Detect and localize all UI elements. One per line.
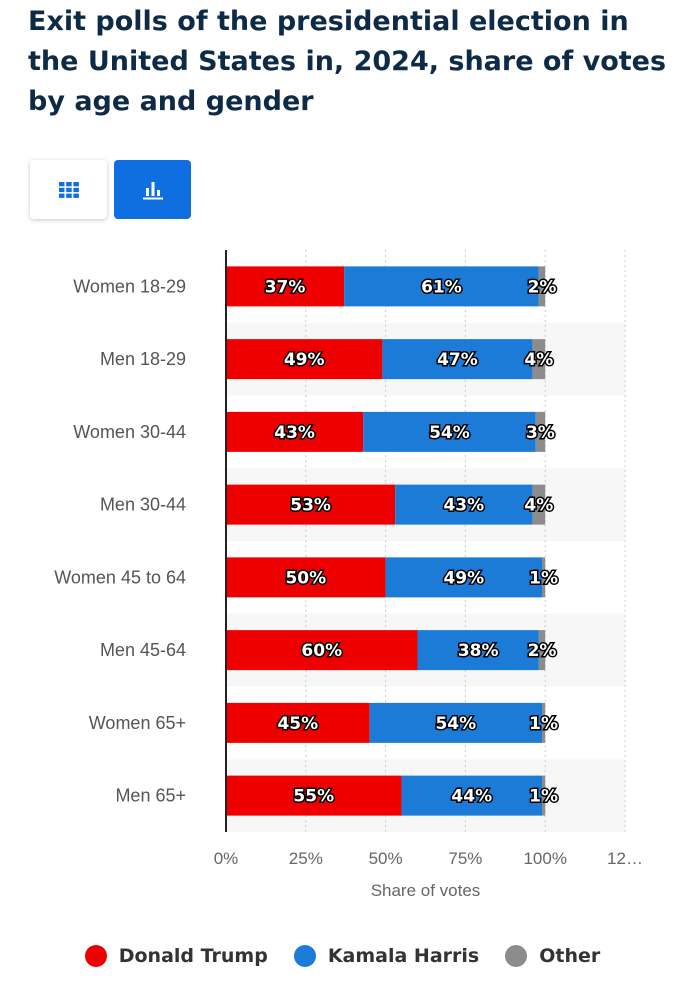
x-tick-label: 50% [369, 849, 403, 868]
data-label-harris: 38% [458, 641, 499, 661]
legend-swatch-trump [84, 945, 107, 967]
bar-harris [382, 339, 533, 380]
data-label-trump: 37% [265, 277, 306, 297]
bar-other [542, 702, 546, 743]
legend-label-trump: Donald Trump [118, 945, 268, 967]
data-label-other: 2% [528, 277, 557, 297]
data-label-harris: 54% [435, 714, 476, 734]
category-label: Men 45-64 [100, 640, 186, 660]
category-label: Women 18-29 [73, 276, 186, 296]
data-label-trump: 60% [301, 641, 342, 661]
bar-chart-icon [142, 181, 163, 199]
bar-other [538, 630, 546, 671]
bar-trump [226, 484, 396, 525]
bar-trump [226, 266, 345, 307]
grid-icon [58, 181, 79, 198]
bar-harris [363, 411, 536, 452]
x-tick-label: 25% [289, 849, 323, 868]
chart-view-button[interactable] [114, 160, 191, 219]
legend-label-other: Other [539, 945, 601, 967]
chart-title: Exit polls of the presidential election … [28, 6, 667, 117]
bar-harris [417, 630, 539, 671]
data-label-other: 3% [526, 423, 555, 443]
legend: Donald Trump Kamala Harris Other [0, 945, 685, 967]
category-label: Women 30-44 [73, 422, 186, 442]
category-label: Women 45 to 64 [54, 567, 186, 587]
bar-other [532, 339, 546, 380]
legend-item-other[interactable]: Other [505, 945, 600, 967]
bar-other [542, 557, 546, 598]
data-label-other: 2% [528, 641, 557, 661]
legend-label-harris: Kamala Harris [327, 945, 480, 967]
bar-trump [226, 702, 370, 743]
bar-harris [395, 484, 533, 525]
data-label-trump: 53% [290, 496, 331, 516]
data-label-other: 1% [529, 787, 558, 807]
bar-trump [226, 630, 418, 671]
x-tick-label: 0% [214, 849, 239, 868]
x-tick-label: 75% [448, 849, 482, 868]
bar-harris [369, 702, 543, 743]
legend-item-harris[interactable]: Kamala Harris [293, 945, 480, 967]
bar-harris [344, 266, 539, 307]
data-label-other: 1% [529, 714, 558, 734]
data-label-harris: 49% [443, 568, 484, 588]
x-axis-title: Share of votes [371, 881, 481, 900]
data-label-other: 1% [529, 568, 558, 588]
legend-swatch-harris [293, 945, 316, 967]
category-label: Men 18-29 [100, 349, 186, 369]
bar-trump [226, 339, 383, 380]
table-view-button[interactable] [30, 160, 107, 219]
category-label: Women 65+ [89, 713, 186, 733]
data-label-harris: 43% [443, 496, 484, 516]
bar-other [542, 775, 546, 816]
data-label-trump: 43% [274, 423, 315, 443]
stacked-bar-chart: Women 18-29 37% 61% 2% Men 18-29 49% 47% 4% Wome… [54, 250, 643, 900]
category-label: Men 65+ [115, 786, 186, 806]
legend-swatch-other [505, 945, 528, 967]
x-tick-label: 100% [523, 849, 566, 868]
data-label-harris: 44% [451, 787, 492, 807]
data-label-trump: 45% [277, 714, 318, 734]
x-tick-label: 12… [607, 849, 643, 868]
bar-trump [226, 775, 402, 816]
data-label-trump: 50% [285, 568, 326, 588]
bar-other [535, 411, 546, 452]
bar-other [532, 484, 546, 525]
bar-harris [401, 775, 543, 816]
data-label-other: 4% [524, 350, 553, 370]
data-label-other: 4% [524, 496, 553, 516]
data-label-harris: 47% [437, 350, 478, 370]
legend-item-trump[interactable]: Donald Trump [84, 945, 268, 967]
data-label-trump: 49% [284, 350, 325, 370]
bar-trump [226, 411, 364, 452]
data-label-trump: 55% [293, 787, 334, 807]
category-label: Men 30-44 [100, 495, 186, 515]
data-label-harris: 54% [429, 423, 470, 443]
bar-harris [385, 557, 543, 598]
bar-trump [226, 557, 386, 598]
data-label-harris: 61% [421, 277, 462, 297]
bar-other [538, 266, 546, 307]
